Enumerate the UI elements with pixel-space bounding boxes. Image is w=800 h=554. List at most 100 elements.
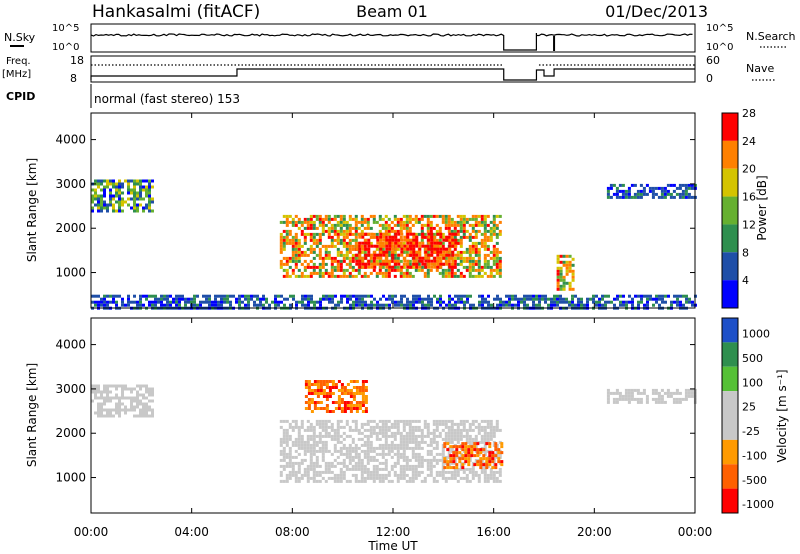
cell-power-r1 bbox=[441, 214, 445, 218]
cell-power-r1 bbox=[474, 244, 478, 248]
cell-velocity-r2 bbox=[316, 386, 320, 389]
cell-power-r0 bbox=[100, 206, 103, 210]
cell-power-r0 bbox=[148, 197, 151, 201]
cell-velocity-r1 bbox=[318, 446, 322, 450]
cell-power-r2 bbox=[448, 250, 452, 254]
cell-power-r0 bbox=[100, 188, 103, 192]
cell-velocity-r4 bbox=[618, 394, 622, 398]
cell-power-r1 bbox=[399, 268, 403, 272]
cell-velocity-r1 bbox=[360, 464, 364, 468]
cell-power-r1 bbox=[447, 217, 451, 221]
cell-power-r1 bbox=[291, 238, 295, 242]
cell-velocity-r1 bbox=[450, 473, 454, 477]
cell-power-r5 bbox=[274, 300, 277, 304]
cell-velocity-r3 bbox=[461, 457, 465, 461]
cell-velocity-r3 bbox=[479, 451, 483, 455]
cell-power-r4 bbox=[672, 195, 676, 199]
cell-power-r2 bbox=[409, 247, 413, 251]
cell-power-r1 bbox=[489, 265, 493, 269]
cell-velocity-r1 bbox=[453, 428, 457, 432]
cell-power-r2 bbox=[391, 235, 395, 239]
cell-power-r1 bbox=[333, 226, 337, 230]
cell-power-r5 bbox=[676, 300, 679, 304]
cell-power-r0 bbox=[100, 203, 103, 207]
cell-power-r2 bbox=[394, 259, 398, 263]
cell-velocity-r3 bbox=[467, 454, 471, 458]
cell-velocity-r4 bbox=[636, 397, 640, 401]
cell-velocity-r1 bbox=[369, 476, 373, 480]
cell-power-r1 bbox=[498, 268, 502, 272]
cell-power-r0 bbox=[136, 209, 139, 213]
cell-power-r5 bbox=[205, 300, 208, 304]
cell-power-r1 bbox=[495, 247, 499, 251]
cell-power-r2 bbox=[370, 265, 374, 269]
cell-power-r2 bbox=[403, 247, 407, 251]
cell-power-r5 bbox=[535, 297, 538, 301]
cell-velocity-r1 bbox=[294, 419, 298, 423]
cell-velocity-r0 bbox=[100, 390, 103, 394]
cell-power-r5 bbox=[370, 294, 373, 298]
cell-velocity-r1 bbox=[318, 473, 322, 477]
cell-velocity-r0 bbox=[94, 393, 97, 397]
cell-power-r5 bbox=[115, 303, 118, 307]
cell-velocity-r1 bbox=[438, 422, 442, 426]
cell-velocity-r0 bbox=[148, 408, 151, 412]
cell-power-r1 bbox=[498, 262, 502, 266]
cell-power-r2 bbox=[448, 256, 452, 260]
cell-velocity-r1 bbox=[444, 434, 448, 438]
cell-power-r2 bbox=[433, 256, 437, 260]
cell-velocity-r1 bbox=[327, 425, 331, 429]
cell-power-r1 bbox=[462, 229, 466, 233]
cell-power-r5 bbox=[124, 303, 127, 307]
cell-velocity-r1 bbox=[294, 479, 298, 483]
cell-power-r1 bbox=[288, 232, 292, 236]
cell-velocity-r0 bbox=[121, 390, 124, 394]
cell-velocity-r1 bbox=[375, 470, 379, 474]
cell-power-r1 bbox=[417, 268, 421, 272]
cell-power-r1 bbox=[468, 223, 472, 227]
cell-power-r5 bbox=[631, 297, 634, 301]
cell-power-r1 bbox=[453, 226, 457, 230]
cell-velocity-r1 bbox=[429, 449, 433, 453]
cell-velocity-r1 bbox=[339, 425, 343, 429]
cell-power-r5 bbox=[478, 300, 481, 304]
cell-velocity-r1 bbox=[435, 428, 439, 432]
cell-power-r0 bbox=[151, 209, 154, 213]
cell-power-r2 bbox=[394, 235, 398, 239]
cell-velocity-r4 bbox=[684, 388, 688, 392]
cell-power-r1 bbox=[492, 259, 496, 263]
cell-velocity-r1 bbox=[405, 431, 409, 435]
cell-power-r1 bbox=[483, 262, 487, 266]
cell-power-r5 bbox=[292, 294, 295, 298]
cell-velocity-r1 bbox=[336, 437, 340, 441]
cell-velocity-r3 bbox=[473, 442, 477, 446]
cell-power-r2 bbox=[427, 256, 431, 260]
cell-power-r1 bbox=[462, 235, 466, 239]
cell-velocity-r1 bbox=[324, 443, 328, 447]
cell-power-r3 bbox=[571, 269, 575, 273]
cell-velocity-r1 bbox=[306, 476, 310, 480]
cell-velocity-r0 bbox=[97, 408, 100, 412]
cell-power-r1 bbox=[282, 262, 286, 266]
colorbar-segment-velocity-0 bbox=[722, 318, 738, 343]
cell-velocity-r2 bbox=[364, 389, 368, 392]
cell-power-r5 bbox=[319, 300, 322, 304]
cell-power-r5 bbox=[601, 303, 604, 307]
cell-velocity-r1 bbox=[303, 428, 307, 432]
cell-power-r4 bbox=[666, 189, 670, 193]
cell-power-r1 bbox=[417, 217, 421, 221]
cell-velocity-r1 bbox=[330, 437, 334, 441]
cell-power-r2 bbox=[415, 235, 419, 239]
cell-power-r5 bbox=[253, 294, 256, 298]
cell-power-r5 bbox=[559, 300, 562, 304]
cell-velocity-r1 bbox=[357, 437, 361, 441]
cell-power-r5 bbox=[367, 303, 370, 307]
cell-power-r2 bbox=[454, 244, 458, 248]
cell-power-r5 bbox=[127, 300, 130, 304]
cell-velocity-r2 bbox=[328, 395, 332, 398]
cell-power-r1 bbox=[495, 265, 499, 269]
cell-velocity-r3 bbox=[461, 454, 465, 458]
cell-power-r5 bbox=[550, 303, 553, 307]
cell-power-r5 bbox=[166, 300, 169, 304]
